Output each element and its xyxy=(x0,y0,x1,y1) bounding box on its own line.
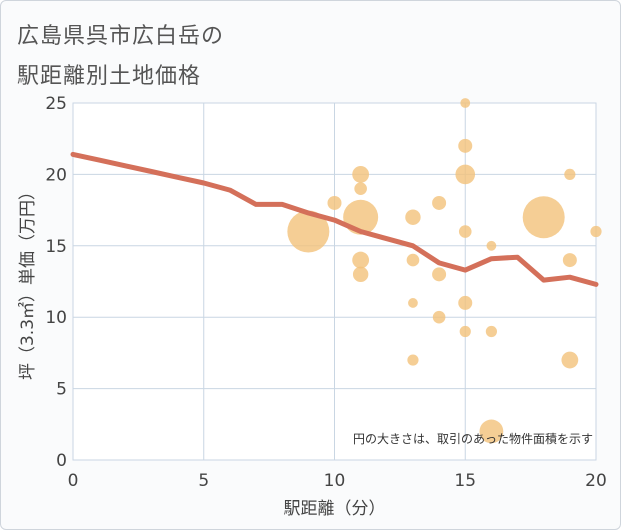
data-point xyxy=(327,195,342,210)
data-point xyxy=(485,325,497,338)
size-annotation: 円の大きさは、取引のあった物件面積を示す xyxy=(353,431,593,446)
x-tick-label: 5 xyxy=(198,471,209,491)
y-tick-label: 5 xyxy=(56,380,67,400)
data-point xyxy=(458,295,473,310)
data-point xyxy=(486,240,497,251)
data-point xyxy=(522,196,565,239)
chart-title-line1: 広島県呉市広白岳の xyxy=(17,24,225,49)
y-tick-label: 15 xyxy=(45,237,67,257)
data-point xyxy=(405,209,421,225)
data-point xyxy=(406,253,420,267)
x-tick-label: 0 xyxy=(68,471,79,491)
data-point xyxy=(590,225,602,238)
y-tick-label: 25 xyxy=(45,94,67,114)
data-point xyxy=(564,168,576,180)
chart-title-line2: 駅距離別土地価格 xyxy=(17,64,202,89)
data-point xyxy=(458,138,473,153)
data-point xyxy=(562,253,577,268)
trend-line xyxy=(70,151,599,287)
data-point xyxy=(432,310,446,324)
data-point xyxy=(458,225,472,238)
data-point xyxy=(455,164,476,185)
data-point xyxy=(352,266,369,283)
x-tick-label: 15 xyxy=(454,471,476,491)
data-point xyxy=(408,298,418,308)
data-point xyxy=(479,419,504,444)
x-tick-label: 20 xyxy=(585,471,607,491)
data-point xyxy=(354,182,367,195)
data-point xyxy=(561,351,579,369)
y-axis-label: 坪（3.3㎡）単価（万円） xyxy=(18,183,38,380)
y-tick-label: 0 xyxy=(56,451,67,471)
y-tick-label: 20 xyxy=(45,165,67,185)
data-point xyxy=(432,267,447,282)
data-point xyxy=(352,251,370,269)
data-point xyxy=(432,195,447,210)
trend-line-layer xyxy=(70,151,599,287)
x-tick-label: 10 xyxy=(324,471,346,491)
x-axis-label: 駅距離（分） xyxy=(284,499,386,519)
data-point xyxy=(459,325,471,338)
y-tick-label: 10 xyxy=(45,308,67,328)
data-point xyxy=(287,210,330,253)
data-point xyxy=(407,354,419,366)
tick-labels: 0 5 10 15 20 0 5 10 15 20 25 xyxy=(45,94,606,491)
data-point xyxy=(460,98,471,108)
data-point xyxy=(352,166,370,183)
grid-lines xyxy=(72,102,597,461)
